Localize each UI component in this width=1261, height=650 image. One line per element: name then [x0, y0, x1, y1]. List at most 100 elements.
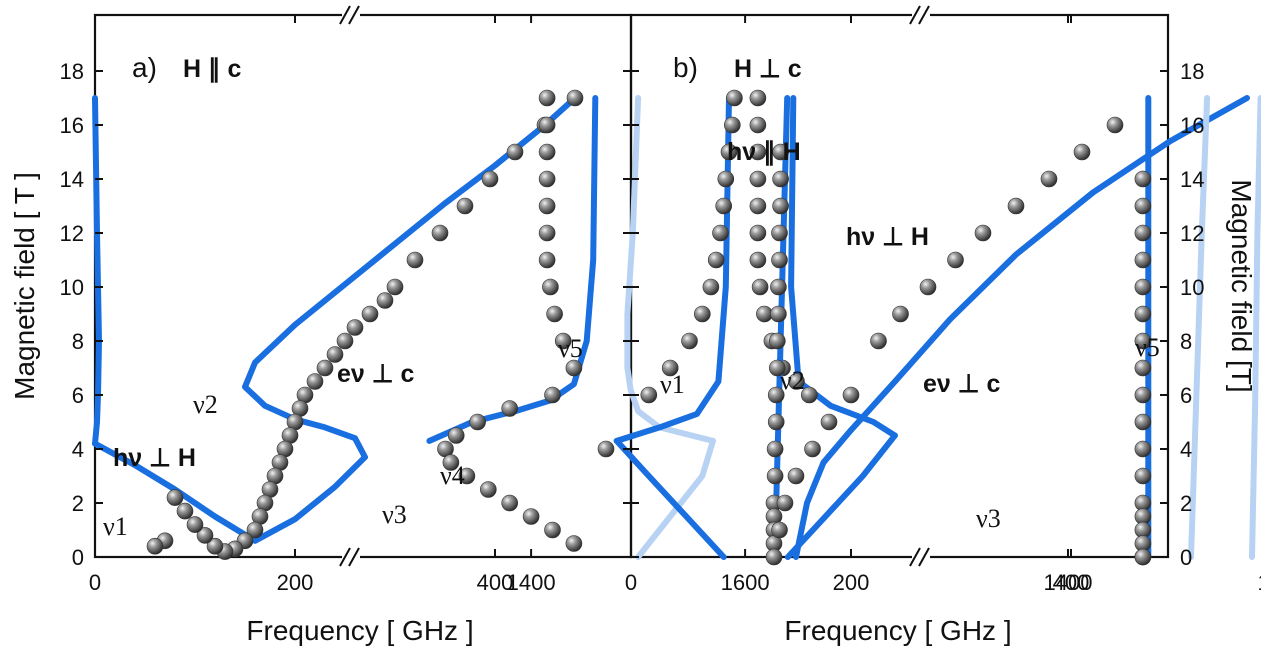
data-point-a-1-10 [565, 359, 583, 377]
series-b-1 [793, 95, 1250, 560]
data-point-b-2-1 [1134, 197, 1152, 215]
data-point-a-3-0 [749, 89, 767, 107]
data-point-a-3-7 [751, 278, 769, 296]
data-point-b-0-1 [772, 170, 789, 188]
data-point-a-0-0 [566, 89, 584, 107]
annotation-a-nu2: ν2 [193, 390, 218, 419]
data-point-a-1-6 [538, 251, 556, 269]
annotation-a-h-perp: hν ⊥ H [113, 444, 196, 472]
data-point-b-1-12 [787, 467, 805, 485]
ytick-label-a-3: 6 [72, 383, 84, 408]
panel-b-axis-break-bottom [909, 547, 930, 567]
annotation-a-e-perp: eν ⊥ c [337, 360, 414, 388]
data-point-a-1-2 [538, 143, 556, 161]
data-point-b-2-4 [1134, 278, 1152, 296]
data-point-a-2-10 [661, 359, 679, 377]
annotation-b-h-perp: hν ⊥ H [846, 223, 929, 251]
data-point-a-3-12 [800, 386, 818, 404]
xtick-label-a-4: 1600 [721, 570, 770, 595]
data-point-b-0-3 [771, 224, 788, 242]
ytick-label-a-4: 8 [72, 329, 84, 354]
series-a-6 [613, 437, 727, 560]
ytick-label-a-7: 14 [60, 167, 84, 192]
data-point-a-0-32 [176, 502, 194, 520]
data-point-b-1-4 [974, 224, 992, 242]
annotation-a-nu3: ν3 [382, 500, 407, 529]
data-point-b-0-6 [770, 305, 787, 323]
data-point-b-2-5 [1134, 305, 1152, 323]
data-point-a-0-7 [386, 278, 404, 296]
data-point-a-3-8 [756, 305, 773, 323]
data-point-a-0-2 [506, 143, 524, 161]
data-point-b-2-11 [1134, 467, 1152, 485]
xtick-label-b-4: 1600 [1258, 570, 1261, 595]
data-point-a-0-9 [361, 305, 379, 323]
series-a-7 [788, 95, 898, 439]
panel-a-field-label: H ∥ c [183, 55, 241, 83]
data-point-b-1-2 [1040, 170, 1058, 188]
xtick-label-b-3: 1400 [1044, 570, 1093, 595]
ytick-label-a-2: 4 [72, 437, 84, 462]
series-a-4 [635, 437, 716, 560]
data-point-b-2-6 [1134, 332, 1152, 350]
data-point-a-0-14 [306, 373, 324, 390]
data-point-a-2-1 [723, 116, 741, 134]
xtick-label-a-2: 400 [477, 570, 514, 595]
data-point-b-0-5 [770, 278, 787, 296]
data-point-b-2-3 [1134, 251, 1152, 269]
data-point-a-3-2 [749, 143, 767, 161]
series-b-3 [1188, 95, 1211, 560]
panel-b-x-axis-title: Frequency [ GHz ] [784, 615, 1011, 646]
data-point-a-2-12 [597, 440, 615, 458]
data-point-a-3-3 [749, 170, 767, 188]
data-point-b-1-14 [771, 521, 788, 539]
ytick-label-b-5: 10 [1180, 275, 1204, 300]
annotation-b-h-par: hν ∥ H [727, 138, 801, 166]
data-point-a-1-11 [544, 386, 561, 404]
data-point-a-3-11 [788, 373, 805, 390]
data-point-a-2-4 [715, 197, 733, 215]
data-point-b-0-2 [772, 197, 789, 215]
panel-b-field-label: H ⊥ c [734, 55, 802, 83]
data-point-a-3-6 [749, 251, 767, 269]
data-point-b-1-11 [804, 440, 821, 458]
annotation-b-nu3: ν3 [976, 504, 1001, 533]
xtick-label-a-3: 1400 [507, 570, 556, 595]
data-point-b-1-6 [919, 278, 937, 296]
data-point-a-0-8 [376, 292, 394, 309]
ytick-label-b-1: 2 [1180, 491, 1192, 516]
data-point-a-1-18 [479, 481, 497, 498]
panel-a-plot [92, 89, 898, 560]
data-point-a-1-16 [442, 454, 460, 471]
data-point-b-0-11 [766, 440, 784, 458]
data-point-b-1-8 [870, 332, 887, 350]
data-point-b-1-0 [1106, 116, 1124, 134]
data-point-b-1-5 [947, 251, 964, 269]
data-point-a-1-12 [501, 400, 519, 417]
data-point-a-1-21 [544, 521, 561, 539]
data-point-a-2-0 [726, 89, 743, 107]
panel-a-y-axis-title: Magnetic field [ T ] [9, 172, 40, 400]
data-point-a-1-3 [538, 170, 556, 188]
data-point-a-1-14 [447, 427, 465, 444]
annotation-a-nu1: ν1 [103, 512, 128, 541]
data-point-a-1-17 [458, 467, 476, 485]
ytick-label-a-1: 2 [72, 491, 84, 516]
data-point-b-0-17 [765, 548, 783, 566]
panel-b-label: b) [673, 52, 698, 83]
ytick-label-b-9: 18 [1180, 59, 1204, 84]
data-point-a-0-3 [481, 170, 499, 188]
data-point-b-1-9 [842, 386, 860, 404]
data-point-a-0-30 [196, 527, 214, 544]
data-point-b-2-9 [1134, 413, 1152, 431]
series-a-1 [92, 95, 578, 544]
ytick-label-b-7: 14 [1180, 167, 1204, 192]
ytick-label-a-5: 10 [60, 275, 84, 300]
data-point-a-0-29 [206, 537, 224, 555]
data-point-a-2-9 [681, 332, 698, 350]
data-point-a-0-25 [246, 521, 264, 539]
ytick-label-a-8: 16 [60, 113, 84, 138]
data-point-b-2-7 [1134, 359, 1152, 377]
ytick-label-b-3: 6 [1180, 383, 1192, 408]
